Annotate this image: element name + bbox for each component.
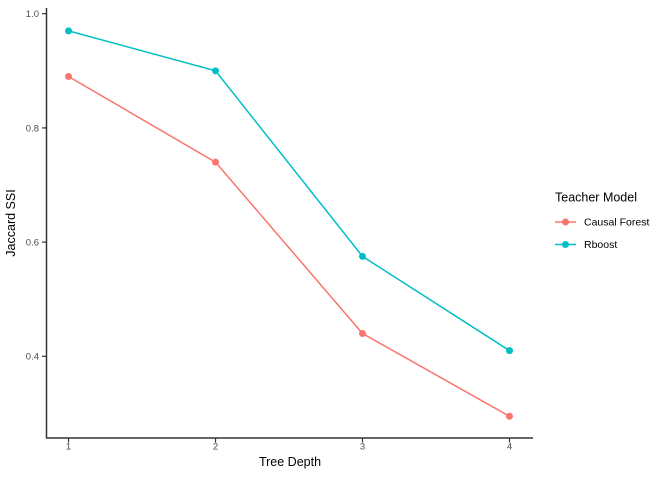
y-tick-label: 0.8 [26, 123, 39, 134]
series-point-rboost-x2 [212, 67, 220, 75]
y-tick-label: 0.6 [26, 238, 39, 249]
legend-label-rboost: Rboost [584, 239, 617, 251]
legend-key-point-causal-forest [562, 218, 569, 226]
series-point-rboost-x3 [359, 252, 367, 260]
series-point-causal-forest-x3 [359, 329, 367, 337]
y-tick-label: 1.0 [26, 9, 39, 20]
y-tick-label: 0.4 [26, 352, 39, 363]
series-line-rboost [68, 30, 510, 352]
x-tick-label: 2 [213, 442, 218, 453]
series-point-causal-forest-x4 [505, 412, 513, 420]
series-point-causal-forest-x2 [212, 158, 220, 166]
axis-lines [45, 8, 533, 439]
legend-title: Teacher Model [555, 191, 637, 205]
series-line-causal-forest [68, 75, 510, 417]
x-axis-title: Tree Depth [259, 455, 321, 469]
series-point-rboost-x1 [65, 27, 73, 35]
legend-label-causal-forest: Causal Forest [584, 217, 649, 229]
legend-group: Teacher Model Causal Forest Rboost [555, 191, 649, 251]
axes-group: 1 2 3 4 0.4 0.6 0.8 1.0 [26, 8, 533, 453]
series-point-causal-forest-x1 [65, 73, 73, 81]
x-tick-label: 3 [360, 442, 365, 453]
y-axis-title: Jaccard SSI [4, 189, 18, 256]
series-group [65, 27, 513, 420]
x-tick-label: 1 [66, 442, 71, 453]
legend-key-point-rboost [562, 241, 569, 248]
series-point-rboost-x4 [505, 347, 513, 355]
x-tick-label: 4 [507, 442, 512, 453]
